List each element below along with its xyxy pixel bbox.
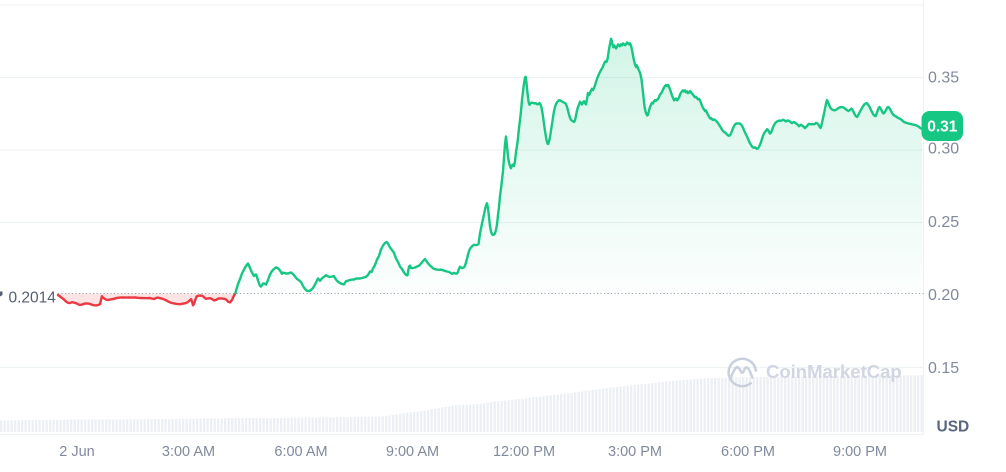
svg-text:9:00 PM: 9:00 PM — [833, 444, 887, 460]
svg-text:12:00 PM: 12:00 PM — [493, 444, 555, 460]
svg-text:0.15: 0.15 — [928, 360, 959, 377]
svg-text:0.30: 0.30 — [928, 141, 959, 158]
svg-text:0.20: 0.20 — [928, 287, 959, 304]
svg-text:6:00 PM: 6:00 PM — [721, 444, 775, 460]
svg-text:3:00 PM: 3:00 PM — [608, 444, 662, 460]
svg-text:CoinMarketCap: CoinMarketCap — [766, 361, 902, 382]
svg-text:0.35: 0.35 — [928, 70, 959, 87]
svg-text:2 Jun: 2 Jun — [59, 444, 94, 460]
svg-text:9:00 AM: 9:00 AM — [386, 444, 439, 460]
svg-text:USD: USD — [937, 419, 970, 436]
svg-text:0.2014: 0.2014 — [9, 290, 57, 307]
svg-text:6:00 AM: 6:00 AM — [274, 444, 327, 460]
svg-text:3:00 AM: 3:00 AM — [162, 444, 215, 460]
svg-text:0.25: 0.25 — [928, 214, 959, 231]
svg-text:0.31: 0.31 — [927, 119, 958, 136]
